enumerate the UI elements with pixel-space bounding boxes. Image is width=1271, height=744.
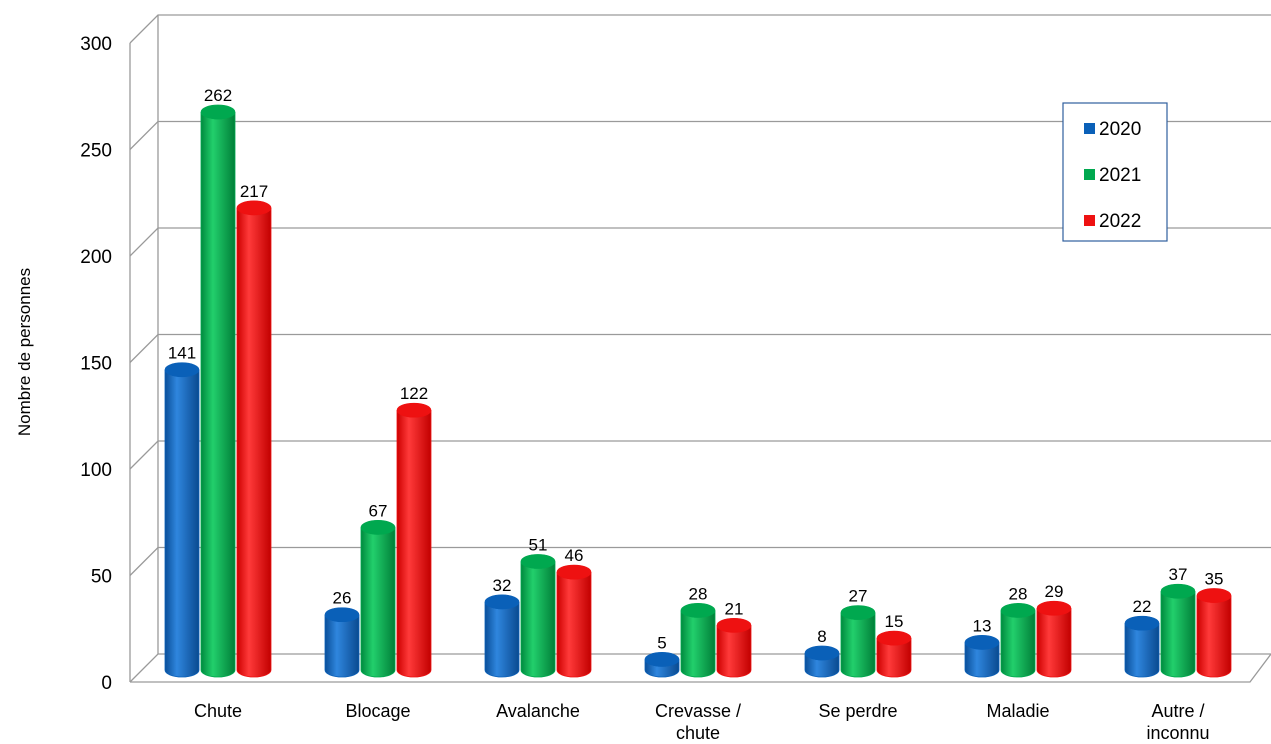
data-label: 37	[1169, 565, 1188, 584]
y-tick-label: 200	[80, 247, 112, 268]
bar	[200, 111, 236, 678]
bar	[1196, 595, 1232, 678]
bar-top	[200, 104, 236, 120]
data-label: 29	[1045, 582, 1064, 601]
bar	[556, 571, 592, 678]
legend-label: 2020	[1099, 119, 1141, 140]
bar-top	[556, 564, 592, 580]
bar	[1000, 610, 1036, 678]
data-label: 28	[689, 584, 708, 603]
gridline	[129, 333, 1271, 363]
y-tick-label: 100	[80, 460, 112, 481]
x-tick-label: Se perdre	[818, 701, 897, 721]
legend-swatch	[1084, 215, 1095, 226]
legend: 2020 2021 2022	[1062, 102, 1168, 242]
data-label: 22	[1133, 597, 1152, 616]
data-label: 27	[849, 586, 868, 605]
data-label: 28	[1009, 584, 1028, 603]
y-tick-label: 300	[80, 34, 112, 55]
data-label: 217	[240, 182, 268, 201]
bar	[1036, 608, 1072, 678]
bar-top	[1000, 603, 1036, 618]
bar	[164, 369, 200, 678]
y-axis-label: Nombre de personnes	[15, 268, 34, 436]
data-label: 262	[204, 86, 232, 105]
data-label: 26	[333, 589, 352, 608]
bar-top	[164, 362, 200, 377]
y-tick-label: 0	[101, 673, 112, 694]
bar-top	[876, 630, 912, 646]
gridline	[129, 14, 1271, 44]
data-label: 141	[168, 344, 196, 363]
data-label: 21	[725, 599, 744, 618]
data-label: 122	[400, 384, 428, 403]
bar-top	[360, 519, 396, 535]
y-tick-label: 50	[91, 567, 112, 588]
x-tick-label: Maladie	[986, 701, 1049, 721]
x-tick-label: Crevasse /	[655, 701, 741, 721]
bar-top	[324, 607, 360, 622]
legend-label: 2022	[1099, 211, 1141, 232]
data-label: 51	[529, 535, 548, 554]
bar-top	[1036, 600, 1072, 616]
x-tick-label: chute	[676, 723, 720, 743]
x-tick-label: Chute	[194, 701, 242, 721]
bars	[164, 104, 1232, 678]
data-label: 13	[973, 616, 992, 635]
bar	[716, 625, 752, 678]
bar	[236, 207, 272, 678]
bar	[324, 614, 360, 678]
legend-box	[1062, 102, 1168, 242]
bar-top	[520, 554, 556, 569]
y-tick-label: 150	[80, 354, 112, 375]
bar-top	[644, 652, 680, 667]
bar	[484, 601, 520, 678]
bar-top	[804, 645, 840, 661]
legend-label: 2021	[1099, 165, 1141, 186]
data-label: 32	[493, 576, 512, 595]
data-label: 35	[1205, 569, 1224, 588]
x-tick-label: Blocage	[345, 701, 410, 721]
data-label: 15	[885, 612, 904, 631]
data-label: 8	[817, 627, 826, 646]
x-axis-line	[130, 653, 1271, 683]
data-label: 46	[565, 546, 584, 565]
bar	[520, 561, 556, 678]
bar-top	[1124, 615, 1160, 631]
bar-top	[396, 402, 432, 418]
bar-top	[964, 635, 1000, 650]
bar	[396, 410, 432, 678]
x-tick-label: Avalanche	[496, 701, 580, 721]
bar-top	[716, 617, 752, 633]
gridline	[129, 546, 1271, 576]
y-tick-label: 250	[80, 141, 112, 162]
legend-swatch	[1084, 123, 1095, 134]
x-tick-label: Autre /	[1151, 701, 1204, 721]
bar-top	[1160, 583, 1196, 599]
bar-top	[840, 605, 876, 620]
bar-top	[236, 200, 272, 216]
bar	[1160, 591, 1196, 678]
bar	[680, 610, 716, 678]
bar	[1124, 623, 1160, 678]
gridline	[129, 440, 1271, 470]
bar	[840, 612, 876, 678]
data-label: 67	[369, 501, 388, 520]
data-label: 5	[657, 633, 666, 652]
data-labels: 141 262 217 26 67 122 32 51 46 5 28 21 8 27 15 13 28 29 22…	[168, 86, 1224, 652]
bar	[360, 527, 396, 678]
bar-top	[1196, 588, 1232, 603]
x-tick-label: inconnu	[1146, 723, 1209, 743]
legend-swatch	[1084, 169, 1095, 180]
axes: 0 50 100 150 200 250 300 Chute Blocage Avalanche C…	[80, 15, 1271, 743]
bar-top	[484, 594, 520, 610]
bar-top	[680, 603, 716, 618]
